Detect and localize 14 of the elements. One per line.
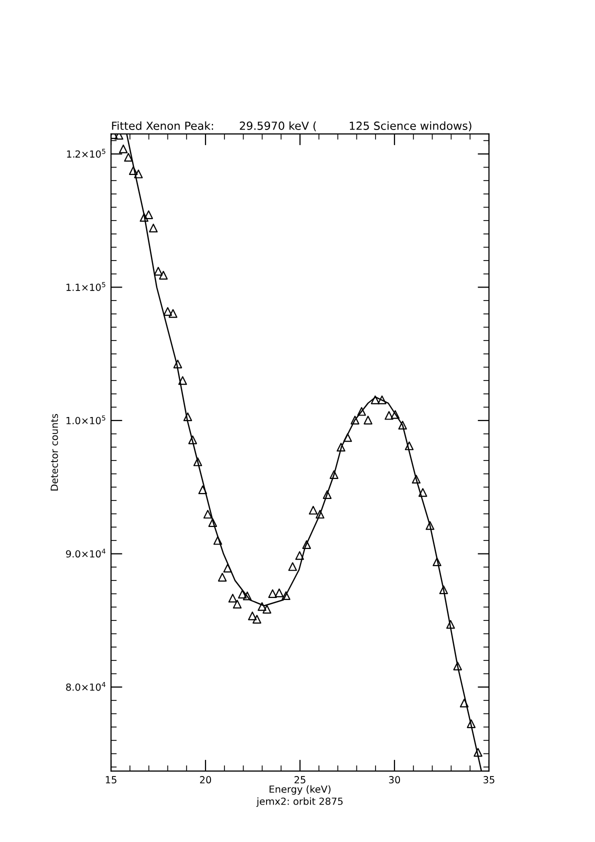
y-tick-label: 1.1×10$^{5}$ [66, 282, 106, 291]
y-axis-title: Detector counts [50, 414, 58, 491]
x-tick-label: 30 [389, 776, 400, 784]
x-tick-label: 25 [294, 776, 306, 784]
y-tick-label: 1.0×10$^{5}$ [66, 415, 106, 424]
text: jemx2: orbit 2875 [256, 797, 343, 807]
y-tick-label: 9.0×10$^{4}$ [66, 548, 106, 558]
x-tick-label: 15 [106, 776, 116, 784]
y-tick-label: 8.0×10$^{4}$ [66, 682, 106, 691]
x-tick-label: 20 [200, 776, 212, 784]
y-tick-label: 1.2×10$^{5}$ [67, 148, 106, 158]
x-axis-title: Energy (keV) [270, 785, 330, 795]
x-tick-label: 35 [484, 776, 494, 784]
chart-title: Fitted Xenon Peak: 29.5970 keV ( 125 Science windows) [112, 121, 472, 132]
